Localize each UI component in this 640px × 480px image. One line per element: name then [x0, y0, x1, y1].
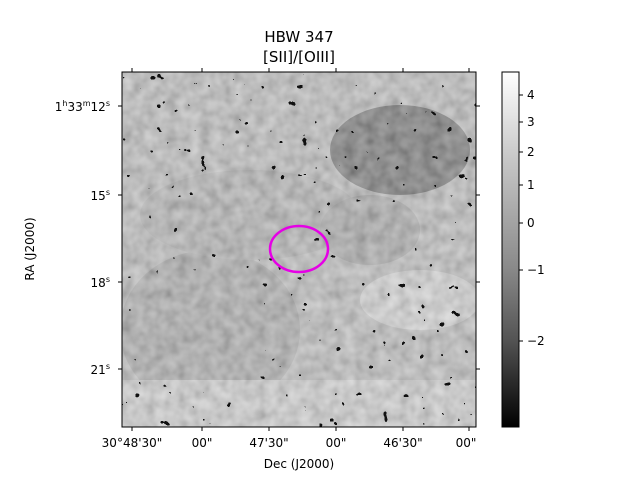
x-ticks — [131, 68, 470, 431]
x-tick-label: 00" — [326, 436, 347, 450]
plot-title: HBW 347 — [264, 28, 334, 46]
colorbar-tick-label: 1 — [527, 178, 535, 192]
plot-subtitle: [SII]/[OIII] — [263, 48, 335, 66]
y-ticks — [118, 105, 480, 370]
colorbar-tick-label: −2 — [527, 334, 545, 348]
region-ellipse — [268, 224, 330, 274]
colorbar-tick-label: −1 — [527, 263, 545, 277]
colorbar-ticks: 4 3 2 1 0 −1 −2 — [519, 88, 545, 348]
colorbar-tick-label: 4 — [527, 88, 535, 102]
x-axis-label: Dec (J2000) — [264, 457, 334, 471]
x-tick-label: 30°48'30" — [102, 436, 163, 450]
colorbar-gradient — [501, 71, 520, 428]
plot-frame — [121, 71, 477, 428]
x-tick-label: 46'30" — [383, 436, 422, 450]
y-tick-label: 15s — [91, 188, 110, 203]
y-tick-label: 1h33m12s — [55, 99, 110, 114]
x-tick-label: 00" — [192, 436, 213, 450]
x-tick-label: 00" — [456, 436, 477, 450]
x-tick-label: 47'30" — [249, 436, 288, 450]
sii-oiii-ratio-image — [122, 72, 476, 427]
colorbar-tick-label: 2 — [527, 145, 535, 159]
colorbar-tick-label: 3 — [527, 115, 535, 129]
colorbar: 4 3 2 1 0 −1 −2 — [501, 71, 545, 428]
y-tick-label: 21s — [91, 362, 110, 377]
y-tick-label: 18s — [91, 275, 110, 290]
y-axis-label: RA (J2000) — [23, 217, 37, 280]
colorbar-tick-label: 0 — [527, 216, 535, 230]
